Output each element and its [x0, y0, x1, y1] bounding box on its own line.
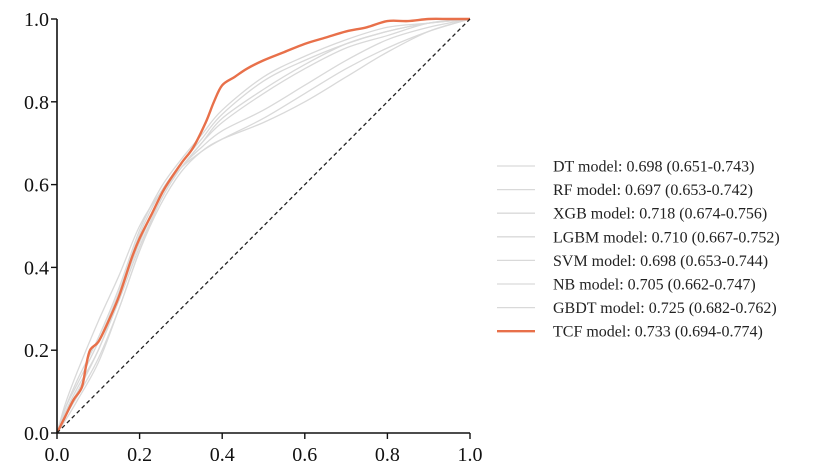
legend-item: NB model: 0.705 (0.662-0.747) — [497, 277, 756, 294]
legend-label: GBDT model: 0.725 (0.682-0.762) — [553, 300, 777, 317]
legend-label: LGBM model: 0.710 (0.667-0.752) — [553, 229, 780, 246]
y-tick-label: 1.0 — [24, 9, 49, 31]
svm-model-roc-line — [56, 18, 471, 434]
legend-label: DT model: 0.698 (0.651-0.743) — [553, 159, 754, 176]
legend-item: RF model: 0.697 (0.653-0.742) — [497, 182, 753, 199]
y-tick-label: 0.2 — [24, 340, 49, 362]
x-tick-label: 0.8 — [375, 444, 400, 466]
y-tick-label: 0.8 — [24, 92, 49, 114]
rf-model-roc-line — [56, 18, 471, 434]
y-tick-label: 0.6 — [24, 175, 49, 197]
legend-item: SVM model: 0.698 (0.653-0.744) — [497, 253, 768, 270]
plot-lines — [55, 17, 471, 434]
legend-label: RF model: 0.697 (0.653-0.742) — [553, 182, 753, 199]
y-tick-label: 0.0 — [24, 423, 49, 445]
legend-item: TCF model: 0.733 (0.694-0.774) — [497, 324, 763, 341]
dt-model-roc-line — [56, 18, 471, 434]
legend-item: LGBM model: 0.710 (0.667-0.752) — [497, 229, 780, 246]
x-tick-label: 0.4 — [210, 444, 235, 466]
y-tick-label: 0.4 — [24, 257, 49, 279]
legend-label: NB model: 0.705 (0.662-0.747) — [553, 277, 756, 294]
legend-item: GBDT model: 0.725 (0.682-0.762) — [497, 300, 777, 317]
legend-item: XGB model: 0.718 (0.674-0.756) — [497, 206, 767, 223]
y-ticks: 0.0 0.2 0.4 0.6 0.8 1.0 — [24, 9, 57, 445]
nb-model-roc-line — [56, 18, 471, 434]
x-tick-label: 0.2 — [127, 444, 152, 466]
x-tick-label: 0.6 — [292, 444, 317, 466]
legend-item: DT model: 0.698 (0.651-0.743) — [497, 159, 754, 176]
tcf-model-roc-line — [55, 17, 470, 434]
legend: DT model: 0.698 (0.651-0.743) RF model: 0… — [497, 159, 780, 341]
x-tick-label: 1.0 — [458, 444, 483, 466]
x-tick-label: 0.0 — [45, 444, 70, 466]
axes: 0.0 0.2 0.4 0.6 0.8 1.0 0.0 0.2 0.4 0.6 0.8 1.0 — [24, 9, 483, 466]
legend-label: XGB model: 0.718 (0.674-0.756) — [553, 206, 767, 223]
legend-label: SVM model: 0.698 (0.653-0.744) — [553, 253, 768, 270]
x-ticks: 0.0 0.2 0.4 0.6 0.8 1.0 — [45, 433, 483, 466]
legend-label: TCF model: 0.733 (0.694-0.774) — [553, 324, 763, 341]
